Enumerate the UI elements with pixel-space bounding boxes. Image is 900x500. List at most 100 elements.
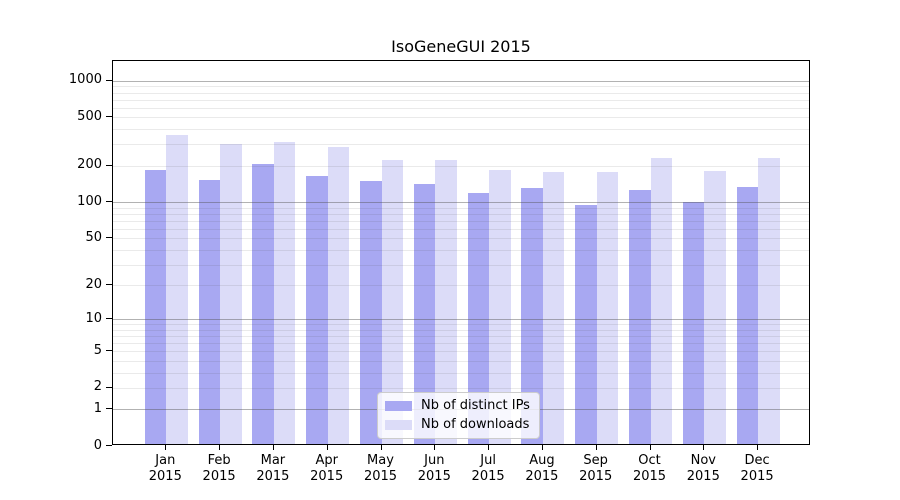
x-tick-mar <box>272 445 274 450</box>
gridline-minor-60 <box>113 228 809 230</box>
x-tick-label-apr: Apr 2015 <box>299 453 355 485</box>
y-tick-label-1: 1 <box>93 400 102 416</box>
gridline-minor-90 <box>113 207 809 209</box>
x-tick-sep <box>595 445 597 450</box>
gridline-minor-30 <box>113 264 809 266</box>
month-label-mar: Mar <box>260 453 286 468</box>
gridline-minor-8 <box>113 329 809 331</box>
month-label-jan: Jan <box>155 453 176 468</box>
bar-distinct-ips-apr <box>306 176 328 444</box>
bar-downloads-jun <box>435 159 457 444</box>
gridline-minor-600 <box>113 107 809 109</box>
legend-swatch-distinct-ips <box>385 401 412 411</box>
bars-layer <box>113 61 809 444</box>
bar-downloads-nov <box>704 170 726 444</box>
gridline-minor-900 <box>113 86 809 88</box>
y-tick-label-2: 2 <box>93 379 102 395</box>
gridline-minor-700 <box>113 99 809 101</box>
x-tick-feb <box>219 445 221 450</box>
x-tick-label-oct: Oct 2015 <box>622 453 678 485</box>
y-tick-100 <box>106 201 112 203</box>
bar-downloads-feb <box>220 144 242 444</box>
y-tick-2 <box>106 386 112 388</box>
gridline-minor-80 <box>113 213 809 215</box>
x-tick-nov <box>703 445 705 450</box>
bar-downloads-jan <box>166 134 188 444</box>
bar-distinct-ips-jun <box>413 183 436 444</box>
gridline-minor-20 <box>113 285 809 287</box>
month-label-dec: Dec <box>744 453 770 468</box>
month-label-aug: Aug <box>529 453 555 468</box>
x-tick-jan <box>165 445 167 450</box>
gridline-minor-9 <box>113 324 809 326</box>
month-label-apr: Apr <box>315 453 338 468</box>
x-tick-label-jul: Jul 2015 <box>460 453 516 485</box>
month-label-sep: Sep <box>583 453 608 468</box>
x-tick-label-jun: Jun 2015 <box>406 453 462 485</box>
y-tick-label-100: 100 <box>77 193 102 209</box>
x-tick-may <box>380 445 382 450</box>
gridline-minor-50 <box>113 238 809 240</box>
y-tick-1000 <box>106 79 112 81</box>
legend-swatch-downloads <box>385 420 412 430</box>
y-tick-label-500: 500 <box>77 108 102 124</box>
y-tick-200 <box>106 164 112 166</box>
bar-downloads-jul <box>489 170 511 444</box>
y-tick-label-0: 0 <box>93 437 102 453</box>
y-tick-label-1000: 1000 <box>68 72 102 88</box>
year-label-sep: 2015 <box>579 469 613 484</box>
bar-distinct-ips-jan <box>144 170 167 444</box>
gridline-major-100 <box>113 202 809 204</box>
gridline-minor-6 <box>113 343 809 345</box>
bar-distinct-ips-sep <box>575 205 597 444</box>
x-tick-label-dec: Dec 2015 <box>729 453 785 485</box>
x-tick-jun <box>434 445 436 450</box>
legend-label-downloads: Nb of downloads <box>421 417 530 432</box>
month-label-may: May <box>367 453 394 468</box>
bar-downloads-may <box>381 159 403 444</box>
y-tick-20 <box>106 284 112 286</box>
y-tick-label-50: 50 <box>85 229 102 245</box>
year-label-feb: 2015 <box>202 469 236 484</box>
bar-distinct-ips-aug <box>521 188 543 444</box>
chart-title: IsoGeneGUI 2015 <box>391 37 531 56</box>
gridline-minor-5 <box>113 351 809 353</box>
x-tick-label-feb: Feb 2015 <box>191 453 247 485</box>
x-tick-oct <box>649 445 651 450</box>
x-tick-label-nov: Nov 2015 <box>675 453 731 485</box>
y-tick-500 <box>106 116 112 118</box>
legend: Nb of distinct IPs Nb of downloads <box>377 392 540 439</box>
gridline-minor-7 <box>113 336 809 338</box>
bar-distinct-ips-oct <box>629 190 651 444</box>
x-tick-label-aug: Aug 2015 <box>514 453 570 485</box>
bar-downloads-aug <box>542 172 565 444</box>
gridline-minor-3 <box>113 372 809 374</box>
y-tick-0 <box>106 445 112 446</box>
bar-downloads-dec <box>758 158 780 444</box>
gridline-minor-2 <box>113 387 809 389</box>
x-tick-aug <box>541 445 543 450</box>
bar-distinct-ips-may <box>360 180 382 444</box>
x-tick-jul <box>488 445 490 450</box>
gridline-minor-4 <box>113 360 809 362</box>
gridline-minor-200 <box>113 165 809 167</box>
year-label-may: 2015 <box>363 469 398 484</box>
legend-label-distinct-ips: Nb of distinct IPs <box>421 398 530 413</box>
year-label-jul: 2015 <box>471 469 505 484</box>
year-label-dec: 2015 <box>740 469 774 484</box>
y-tick-label-10: 10 <box>85 310 102 326</box>
x-tick-label-sep: Sep 2015 <box>568 453 624 485</box>
y-tick-50 <box>106 237 112 239</box>
bar-distinct-ips-feb <box>198 179 221 444</box>
gridline-minor-400 <box>113 129 809 131</box>
plot-area <box>112 60 810 445</box>
x-tick-label-may: May 2015 <box>353 453 409 485</box>
gridline-minor-70 <box>113 220 809 222</box>
month-label-feb: Feb <box>207 453 231 468</box>
x-tick-dec <box>757 445 759 450</box>
bar-distinct-ips-jul <box>467 193 490 444</box>
month-label-oct: Oct <box>638 453 661 468</box>
x-tick-apr <box>326 445 328 450</box>
grid-layer <box>113 61 809 444</box>
